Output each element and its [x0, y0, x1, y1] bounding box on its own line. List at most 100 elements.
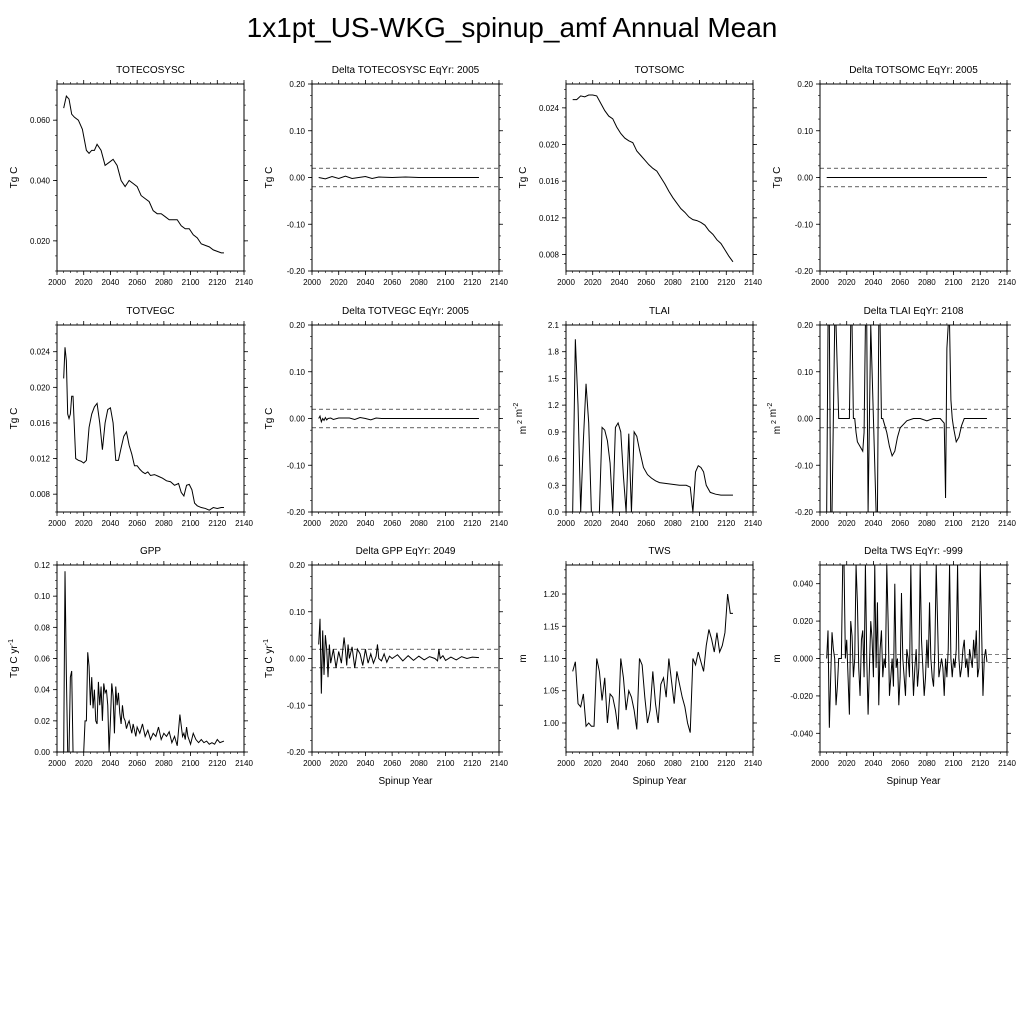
series-line	[572, 94, 734, 263]
x-tick-label: 2000	[557, 278, 575, 287]
y-tick-label: 0.10	[289, 368, 305, 377]
y-tick-label: -0.10	[287, 220, 306, 229]
y-tick-label: 0.020	[30, 237, 51, 246]
y-tick-label: 0.10	[797, 127, 813, 136]
y-tick-label: 0.008	[30, 490, 51, 499]
y-tick-label: -0.020	[790, 692, 813, 701]
x-tick-label: 2100	[691, 759, 709, 768]
x-tick-label: 2140	[998, 759, 1016, 768]
series-line	[826, 325, 987, 512]
x-tick-label: 2020	[584, 759, 602, 768]
x-tick-label: 2140	[490, 278, 508, 287]
y-tick-label: 0.020	[30, 383, 51, 392]
x-tick-label: 2000	[48, 759, 66, 768]
x-tick-label: 2060	[637, 519, 655, 528]
chart-panel-2: Delta TOTECOSYSC EqYr: 2005 2000 2020 2040 2…	[264, 65, 508, 287]
x-tick-label: 2020	[584, 278, 602, 287]
y-tick-label: 0.12	[34, 561, 50, 570]
y-tick-label: 1.05	[543, 687, 559, 696]
y-tick-label: 0.00	[289, 174, 305, 183]
y-tick-label: 0.10	[289, 127, 305, 136]
x-tick-label: 2100	[182, 519, 200, 528]
y-tick-label: 1.20	[543, 590, 559, 599]
x-tick-label: 2020	[330, 519, 348, 528]
plot-frame	[56, 324, 245, 513]
y-tick-label: -0.040	[790, 729, 813, 738]
x-tick-label: 2100	[945, 759, 963, 768]
y-tick-label: 0.10	[797, 368, 813, 377]
x-tick-label: 2120	[463, 519, 481, 528]
y-axis-label: Tg C	[9, 167, 20, 189]
x-tick-label: 2020	[330, 759, 348, 768]
x-tick-label: 2060	[128, 278, 146, 287]
x-tick-label: 2060	[891, 759, 909, 768]
series-line	[572, 593, 733, 733]
chart-panel-9: GPP 2000 2020 2040 2060 2080 2100 2120 2140 0.00 0…	[8, 546, 253, 768]
y-tick-label: 0.060	[30, 116, 51, 125]
y-axis-label: Tg C yr-1	[8, 639, 20, 678]
chart-title: Delta TWS EqYr: -999	[864, 546, 963, 557]
y-tick-label: 0.016	[30, 419, 51, 428]
x-tick-label: 2040	[357, 519, 375, 528]
x-tick-label: 2080	[410, 519, 428, 528]
series-line	[63, 94, 224, 254]
x-tick-label: 2080	[664, 759, 682, 768]
x-tick-label: 2020	[75, 759, 93, 768]
y-tick-label: 0.10	[34, 592, 50, 601]
x-tick-label: 2100	[437, 519, 455, 528]
x-tick-label: 2000	[557, 519, 575, 528]
plot-frame	[565, 83, 754, 272]
y-tick-label: -0.10	[287, 701, 306, 710]
y-axis-label: m 2 m-2	[767, 403, 783, 435]
y-tick-label: 2.1	[548, 321, 560, 330]
y-tick-label: 0.08	[34, 623, 50, 632]
y-tick-label: 0.00	[289, 415, 305, 424]
y-tick-label: 0.20	[797, 80, 813, 89]
y-tick-label: -0.10	[795, 220, 814, 229]
x-axis-label: Spinup Year	[379, 776, 434, 787]
x-tick-label: 2040	[102, 278, 120, 287]
y-tick-label: 1.2	[548, 401, 560, 410]
x-tick-label: 2140	[998, 519, 1016, 528]
y-tick-label: 0.00	[797, 415, 813, 424]
x-tick-label: 2100	[691, 519, 709, 528]
y-axis-label: m 2 m-2	[513, 403, 529, 435]
x-tick-label: 2140	[744, 519, 762, 528]
series-line	[318, 618, 479, 694]
x-tick-label: 2040	[865, 519, 883, 528]
y-tick-label: 0.6	[548, 455, 560, 464]
y-axis-label: m	[518, 654, 529, 662]
x-tick-label: 2040	[611, 278, 629, 287]
x-tick-label: 2120	[971, 278, 989, 287]
x-tick-label: 2000	[811, 759, 829, 768]
x-tick-label: 2120	[971, 759, 989, 768]
series-line	[318, 414, 479, 424]
x-tick-label: 2060	[383, 759, 401, 768]
y-tick-label: -0.20	[795, 267, 814, 276]
y-tick-label: 0.20	[289, 321, 305, 330]
x-tick-label: 2120	[717, 278, 735, 287]
x-tick-label: 2000	[303, 759, 321, 768]
x-tick-label: 2060	[637, 278, 655, 287]
x-tick-label: 2000	[48, 519, 66, 528]
chart-panel-10: Delta GPP EqYr: 2049 2000 2020 2040 2060 2080…	[263, 546, 508, 787]
x-tick-label: 2140	[490, 519, 508, 528]
x-tick-label: 2080	[410, 759, 428, 768]
y-tick-label: 0.024	[539, 104, 560, 113]
chart-title: TLAI	[649, 306, 670, 317]
x-tick-label: 2000	[557, 759, 575, 768]
x-tick-label: 2000	[303, 278, 321, 287]
chart-title: TOTVEGC	[126, 306, 174, 317]
chart-title: Delta TLAI EqYr: 2108	[864, 306, 964, 317]
chart-title: TOTSOMC	[635, 65, 685, 76]
chart-title: Delta TOTSOMC EqYr: 2005	[849, 65, 978, 76]
y-tick-label: 1.15	[543, 622, 559, 631]
y-tick-label: 0.20	[797, 321, 813, 330]
y-tick-label: 0.000	[793, 655, 814, 664]
chart-panel-4: Delta TOTSOMC EqYr: 2005 2000 2020 2040 2060…	[772, 65, 1016, 287]
y-axis-label: Tg C	[9, 408, 20, 430]
x-tick-label: 2040	[357, 759, 375, 768]
x-tick-label: 2060	[128, 519, 146, 528]
x-tick-label: 2000	[811, 278, 829, 287]
